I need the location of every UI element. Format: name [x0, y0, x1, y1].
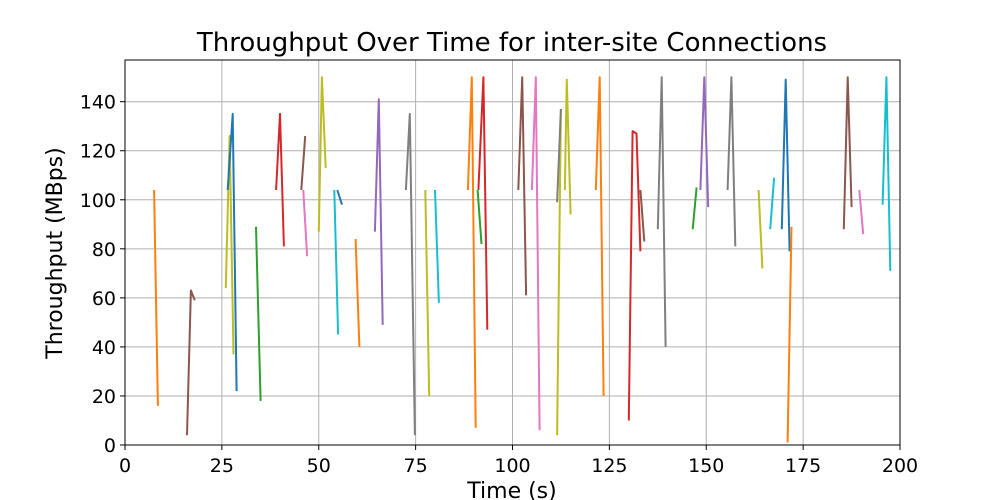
series-line-14: [424, 189, 431, 397]
series-line-37: [881, 76, 892, 271]
series-line-32: [769, 177, 776, 230]
series-line-12: [373, 98, 384, 325]
series-line-1: [186, 289, 196, 436]
series-line-0: [153, 189, 159, 406]
series-line-9: [333, 189, 340, 335]
series-line-23: [563, 78, 572, 215]
series-line-21: [556, 108, 562, 436]
series-line-11: [354, 238, 361, 347]
series-line-17: [476, 189, 483, 244]
y-tick-label-4: 80: [92, 239, 116, 261]
y-tick-label-5: 100: [80, 190, 116, 212]
series-line-27: [656, 76, 667, 347]
series-group: [153, 76, 892, 443]
series-line-25: [627, 130, 642, 421]
series-line-34: [786, 226, 793, 443]
series-line-19: [517, 76, 528, 296]
y-tick-label-0: 0: [104, 435, 116, 457]
y-tick-label-7: 140: [80, 92, 116, 114]
y-tick-label-6: 120: [80, 141, 116, 163]
series-line-10: [336, 189, 343, 206]
series-line-18: [477, 76, 489, 330]
x-tick-label-3: 75: [404, 455, 428, 477]
series-line-8: [317, 76, 327, 232]
series-line-5: [275, 112, 285, 247]
series-line-7: [302, 189, 309, 257]
series-line-15: [434, 189, 440, 303]
series-line-3: [226, 112, 238, 392]
series-line-31: [757, 189, 764, 269]
series-line-24: [594, 76, 605, 397]
series-line-4: [255, 226, 262, 401]
series-line-26: [639, 189, 646, 242]
series-line-13: [404, 112, 416, 436]
x-tick-label-1: 25: [210, 455, 234, 477]
x-tick-label-4: 100: [494, 455, 530, 477]
y-tick-label-2: 40: [92, 337, 116, 359]
y-axis-label: Throughput (MBps): [43, 147, 68, 359]
series-line-30: [726, 76, 737, 247]
series-line-22: [556, 108, 562, 203]
series-line-35: [842, 76, 853, 230]
series-line-20: [530, 76, 541, 431]
x-tick-label-6: 150: [688, 455, 724, 477]
axis-ticks: 0 25 50 75 100 125 150 175 200 0 20 40 60 80 100 120 140: [80, 92, 918, 477]
series-line-29: [699, 76, 710, 208]
series-line-2: [224, 135, 235, 355]
x-tick-label-8: 200: [882, 455, 918, 477]
y-tick-label-1: 20: [92, 386, 116, 408]
series-line-36: [858, 189, 865, 235]
x-tick-label-0: 0: [119, 455, 131, 477]
series-line-33: [780, 78, 791, 252]
x-tick-label-5: 125: [591, 455, 627, 477]
chart-title: Throughput Over Time for inter-site Conn…: [196, 28, 827, 58]
series-line-28: [691, 187, 698, 230]
x-tick-label-7: 175: [785, 455, 821, 477]
x-tick-label-2: 50: [307, 455, 331, 477]
series-line-16: [466, 76, 477, 428]
y-tick-label-3: 60: [92, 288, 116, 310]
series-line-6: [300, 135, 307, 191]
x-axis-label: Time (s): [466, 479, 556, 500]
